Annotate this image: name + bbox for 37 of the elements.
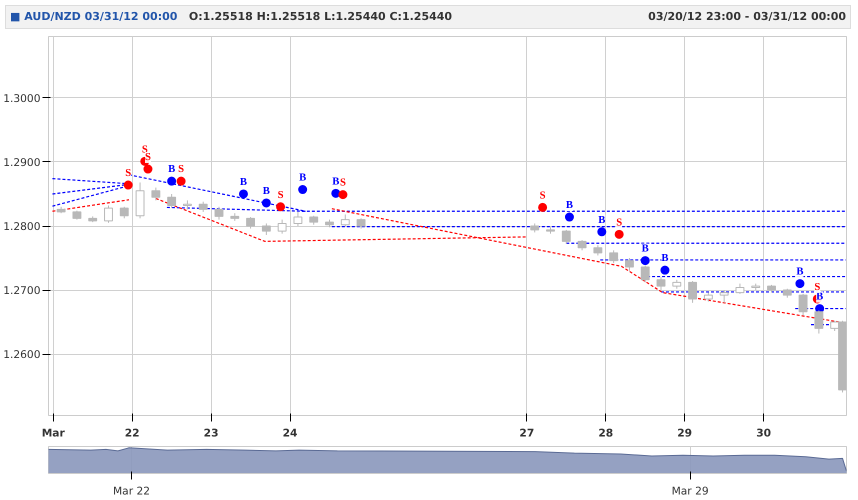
x-tick-label: 24 xyxy=(282,426,298,440)
y-tick-label: 1.2800 xyxy=(3,220,41,233)
x-tick-label: Mar 22 xyxy=(112,484,150,498)
data-label: B xyxy=(240,176,248,188)
data-label: S xyxy=(814,282,820,293)
data-label: S xyxy=(125,168,132,180)
data-label: S xyxy=(340,178,346,189)
y-tick-label: 1.2700 xyxy=(3,284,41,298)
text: 03/20/12 23:00 - 03/31/12 00:00 xyxy=(648,9,846,25)
x-tick-label: 27 xyxy=(519,426,534,440)
x-tick-label: 30 xyxy=(756,426,772,440)
data-label: S xyxy=(178,164,184,176)
x-tick-label: 28 xyxy=(598,426,614,440)
data-label: B xyxy=(642,244,649,255)
y-tick-label: 1.2600 xyxy=(3,348,41,362)
y-tick-label: 1.2900 xyxy=(3,156,41,169)
data-label: B xyxy=(262,186,270,197)
x-tick-label: 29 xyxy=(677,426,692,440)
chart-title: ■ AUD/NZD 03/31/12 00:00 xyxy=(10,10,178,23)
data-label: S xyxy=(540,190,546,202)
data-label: B xyxy=(598,214,606,226)
data-label: S xyxy=(144,152,151,164)
x-tick-label: Mar xyxy=(42,426,66,440)
data-label: B xyxy=(299,172,306,184)
x-tick-label: 22 xyxy=(124,426,140,440)
data-label: B xyxy=(661,253,669,264)
chart-subtitle: O:1.25518 H:1.25518 L:1.25440 C:1.25440 xyxy=(188,10,452,23)
data-label: B xyxy=(816,292,824,303)
data-label: B xyxy=(796,266,804,278)
x-tick-label: 23 xyxy=(204,426,219,440)
data-label: S xyxy=(616,217,622,228)
data-label: B xyxy=(168,164,176,176)
y-tick-label: 1.3000 xyxy=(3,92,41,105)
data-label: B xyxy=(566,200,574,212)
x-tick-label: Mar 29 xyxy=(672,484,709,498)
data-label: B xyxy=(332,176,340,188)
data-label: S xyxy=(278,190,284,201)
